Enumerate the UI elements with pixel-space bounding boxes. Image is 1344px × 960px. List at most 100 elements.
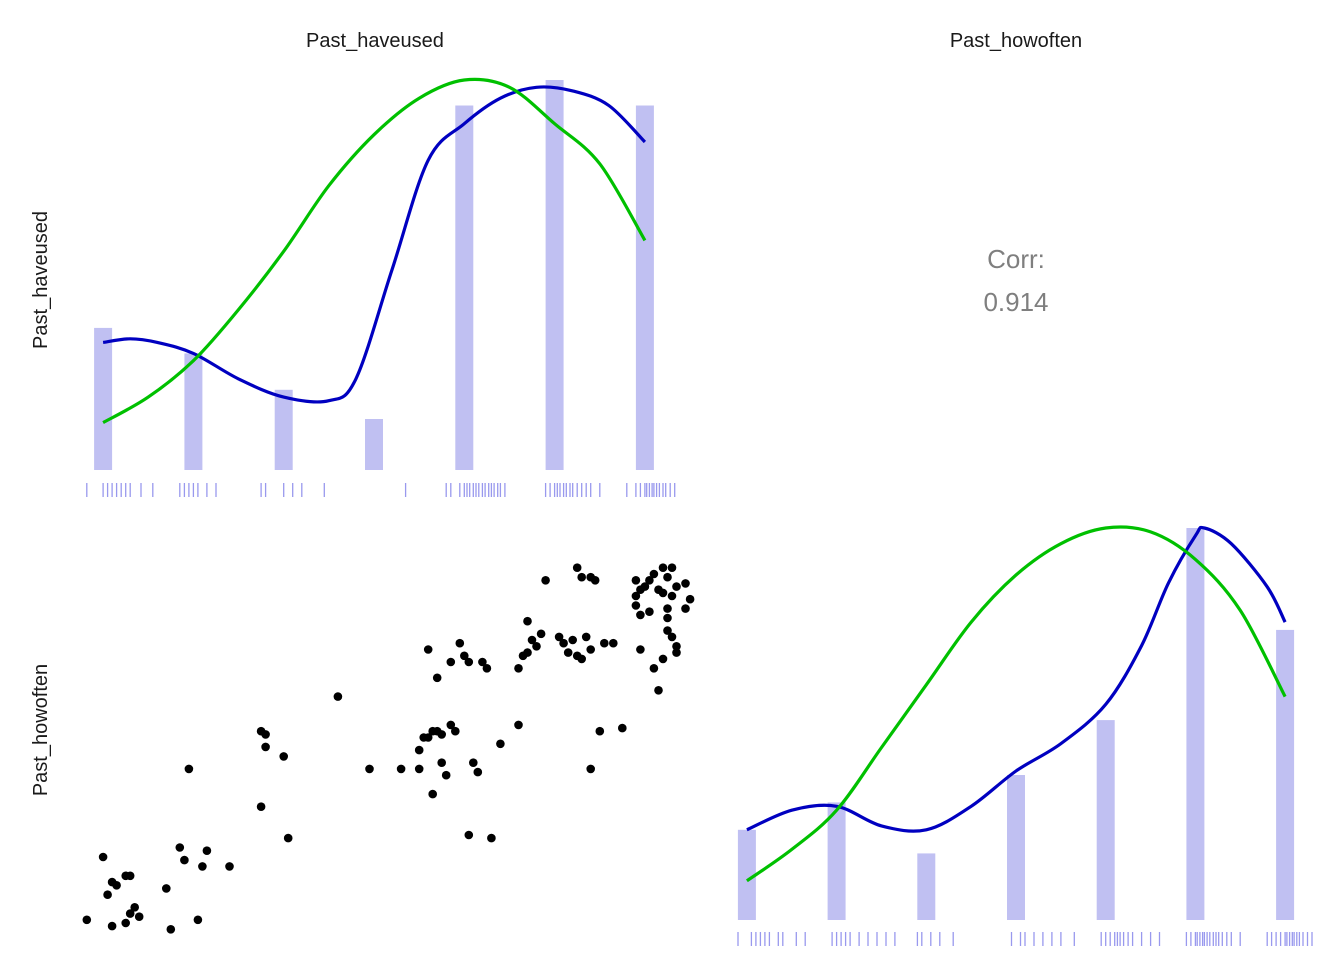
scatter-point [130, 903, 139, 912]
scatter-point [121, 918, 130, 928]
scatter-point [600, 638, 609, 648]
scatter-point [134, 912, 144, 921]
scatter-point [577, 654, 586, 664]
scatter-point [423, 733, 433, 742]
strip-label-top-left: Past_haveused [306, 30, 444, 52]
scatter-point [446, 657, 456, 667]
scatter-point [685, 594, 695, 604]
scatter-point [261, 730, 270, 739]
scatter-point [595, 726, 605, 736]
scatter-point [279, 752, 289, 761]
scatter-point [478, 657, 487, 667]
scatter-point [437, 758, 447, 767]
scatter-point [423, 645, 433, 654]
scatter-point [663, 626, 672, 635]
scatter-point [365, 764, 374, 774]
scatter-point [432, 673, 442, 683]
haveused-bar-4 [365, 419, 383, 470]
corr-value: 0.914 [983, 287, 1048, 317]
scatter-point [464, 657, 474, 667]
scatter-point [654, 585, 663, 594]
panel-correlation: Corr: 0.914 [983, 244, 1048, 317]
scatter-point [225, 862, 234, 871]
haveused-bar-6 [545, 80, 564, 470]
scatter-point [414, 764, 424, 774]
scatter-point [198, 862, 207, 871]
haveused-normal-line [102, 77, 647, 424]
scatter-point [112, 881, 121, 890]
scatter-point [636, 645, 645, 654]
scatter-point [658, 654, 668, 664]
scatter-point [455, 638, 465, 648]
scatter-point [414, 745, 424, 755]
scatter-point [441, 770, 451, 780]
scatter-point [672, 582, 681, 591]
scatter-point [667, 563, 677, 572]
scatter-point [654, 686, 663, 695]
scatter-point [180, 855, 189, 865]
scatter-point [527, 635, 537, 645]
howoften-bar-6 [1186, 528, 1205, 920]
scatter-point [437, 730, 447, 739]
scatter-point [636, 610, 645, 620]
howoften-density-line [746, 525, 1287, 833]
howoften-bar-3 [917, 853, 936, 920]
strip-label-left-bottom: Past_howoften [30, 664, 52, 796]
haveused-bar-7 [635, 105, 654, 470]
scatter-point [631, 591, 641, 601]
scatter-point [609, 638, 618, 648]
scatter-point [523, 648, 532, 657]
scatter-point [125, 871, 135, 881]
haveused-bar-5 [455, 105, 474, 470]
scatter-point [256, 802, 266, 811]
scatter-point [681, 604, 690, 613]
howoften-bar-2 [827, 802, 846, 920]
scatter-point [464, 830, 474, 840]
scatter-point [672, 648, 681, 657]
scatter-point [532, 642, 541, 651]
scatter-point [82, 915, 92, 925]
scatter-point [184, 764, 194, 774]
scatter-point [446, 720, 456, 730]
scatter-point [658, 563, 668, 572]
scatter-point [523, 616, 532, 626]
panel-diagonal-haveused [86, 77, 676, 497]
haveused-density-line [102, 85, 647, 404]
scatter-point [175, 843, 185, 852]
scatter-point [451, 726, 460, 736]
scatter-point [496, 739, 505, 749]
scatter-point [98, 852, 108, 862]
scatter-point [568, 635, 577, 645]
panel-scatter [82, 563, 695, 934]
scatter-point [396, 764, 406, 774]
scatter-point [193, 915, 203, 925]
scatter-point [586, 645, 595, 654]
scatter-point [631, 601, 641, 610]
scatter-point [473, 767, 483, 777]
scatter-point [663, 572, 672, 582]
scatter-point [663, 613, 672, 623]
scatter-point [333, 692, 343, 701]
scatter-point [667, 632, 677, 642]
scatter-point [645, 576, 654, 585]
strip-label-left-top: Past_haveused [30, 211, 52, 349]
scatter-point [162, 884, 171, 893]
scatter-point [663, 604, 672, 613]
howoften-bar-7 [1276, 629, 1295, 920]
scatter-point [681, 579, 690, 588]
scatter-point [554, 632, 564, 642]
scatter-point [536, 629, 546, 639]
scatter-point [572, 563, 582, 572]
scatter-point [514, 720, 523, 730]
scatter-point [428, 789, 438, 799]
haveused-bar-3 [274, 389, 293, 470]
strip-label-top-right: Past_howoften [950, 30, 1082, 52]
scatter-point [645, 607, 654, 616]
scatter-point [487, 833, 496, 843]
scatter-point [202, 846, 212, 855]
scatter-point [107, 921, 117, 931]
scatter-point [577, 572, 586, 582]
scatter-point [460, 651, 469, 661]
scatter-point [586, 572, 595, 582]
